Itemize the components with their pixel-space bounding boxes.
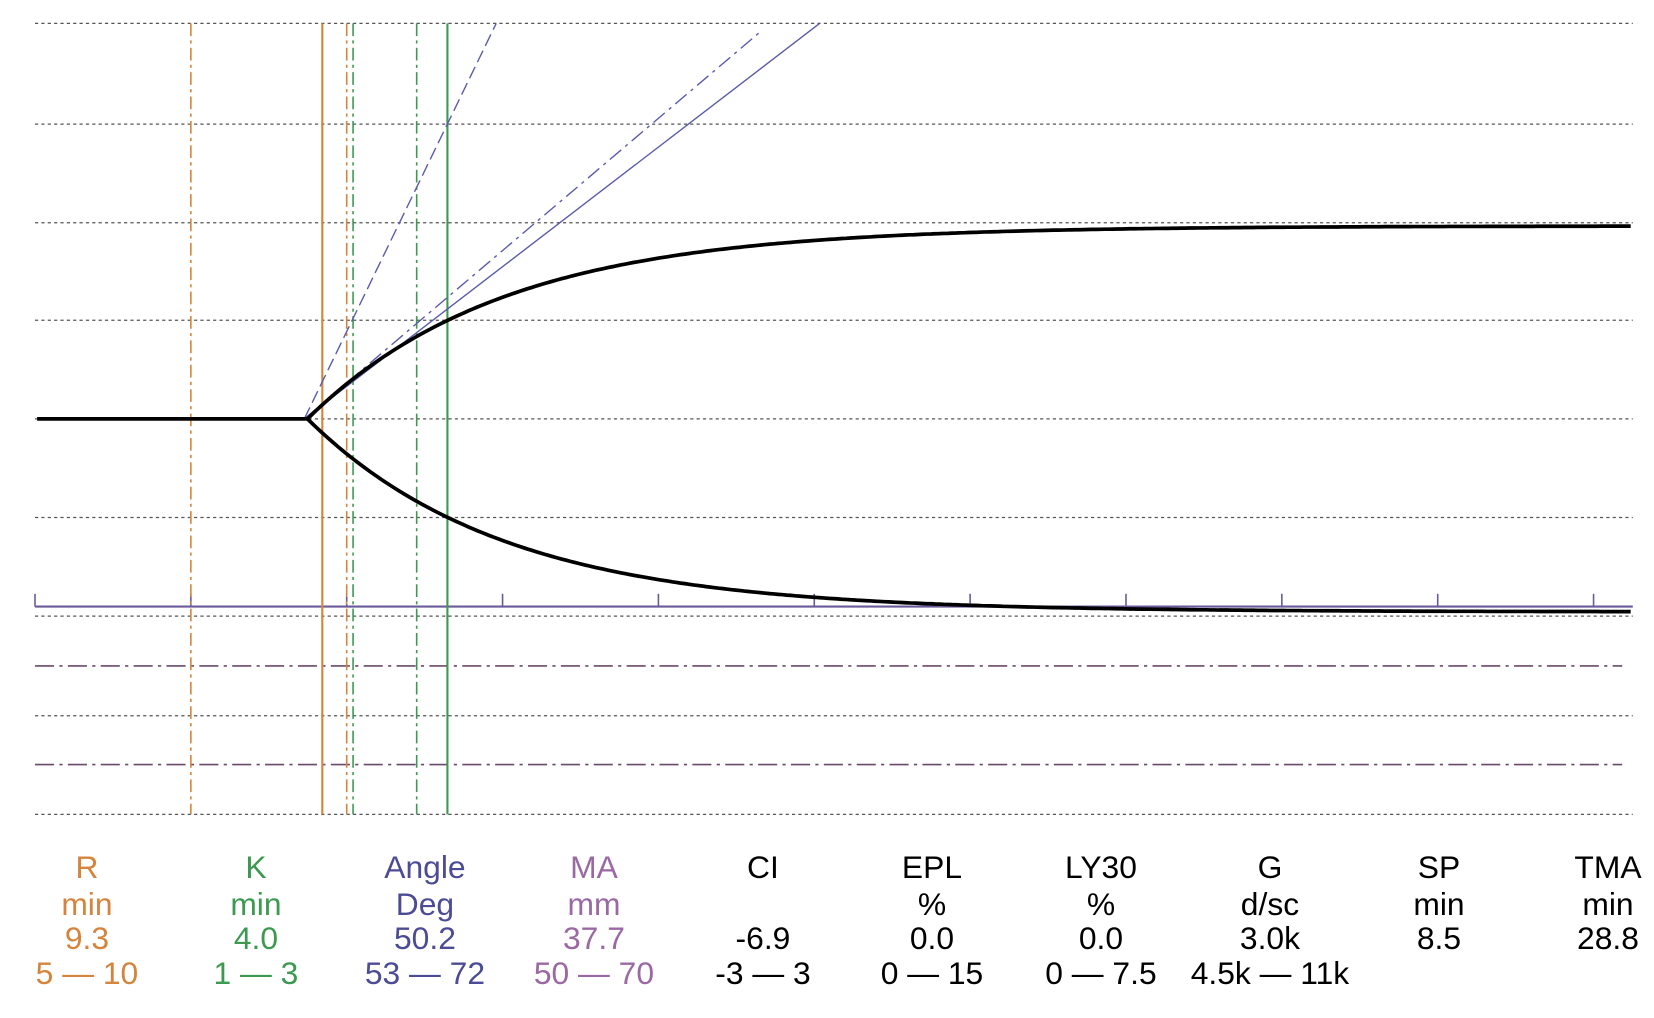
param-unit: %: [1087, 886, 1115, 922]
param-unit: d/sc: [1241, 886, 1299, 922]
param-value: -6.9: [736, 920, 791, 956]
teg-trace: [37, 224, 1631, 614]
param-name: SP: [1418, 849, 1460, 885]
param-name: TMA: [1574, 849, 1642, 885]
param-name: G: [1258, 849, 1283, 885]
param-name: Angle: [384, 849, 465, 885]
param-value: 50.2: [394, 920, 456, 956]
param-range: 0 — 7.5: [1045, 955, 1156, 991]
param-name: R: [75, 849, 98, 885]
angle-range-line: [303, 31, 761, 420]
param-value: 28.8: [1577, 920, 1639, 956]
param-name: CI: [747, 849, 779, 885]
param-unit: min: [1413, 886, 1464, 922]
param-value: 3.0k: [1240, 920, 1300, 956]
param-range: 1 — 3: [214, 955, 299, 991]
param-range: -3 — 3: [715, 955, 810, 991]
param-name: MA: [570, 849, 618, 885]
param-name: LY30: [1065, 849, 1137, 885]
param-value: 0.0: [910, 920, 954, 956]
param-range: 5 — 10: [36, 955, 139, 991]
param-value: 8.5: [1417, 920, 1461, 956]
param-unit: min: [230, 886, 281, 922]
grid: [34, 22, 1633, 815]
param-range: 0 — 15: [881, 955, 984, 991]
param-value: 37.7: [563, 920, 625, 956]
angle-range-line: [303, 23, 497, 420]
param-name: EPL: [902, 849, 962, 885]
param-unit: min: [1582, 886, 1633, 922]
param-range: 4.5k — 11k: [1191, 955, 1350, 991]
param-value: 9.3: [65, 920, 109, 956]
param-name: K: [245, 849, 266, 885]
param-unit: mm: [567, 886, 620, 922]
param-value: 4.0: [234, 920, 278, 956]
param-unit: %: [918, 886, 946, 922]
param-value: 0.0: [1079, 920, 1123, 956]
param-range: 53 — 72: [365, 955, 485, 991]
param-unit: min: [61, 886, 112, 922]
param-unit: Deg: [396, 886, 454, 922]
param-range: 50 — 70: [534, 955, 654, 991]
